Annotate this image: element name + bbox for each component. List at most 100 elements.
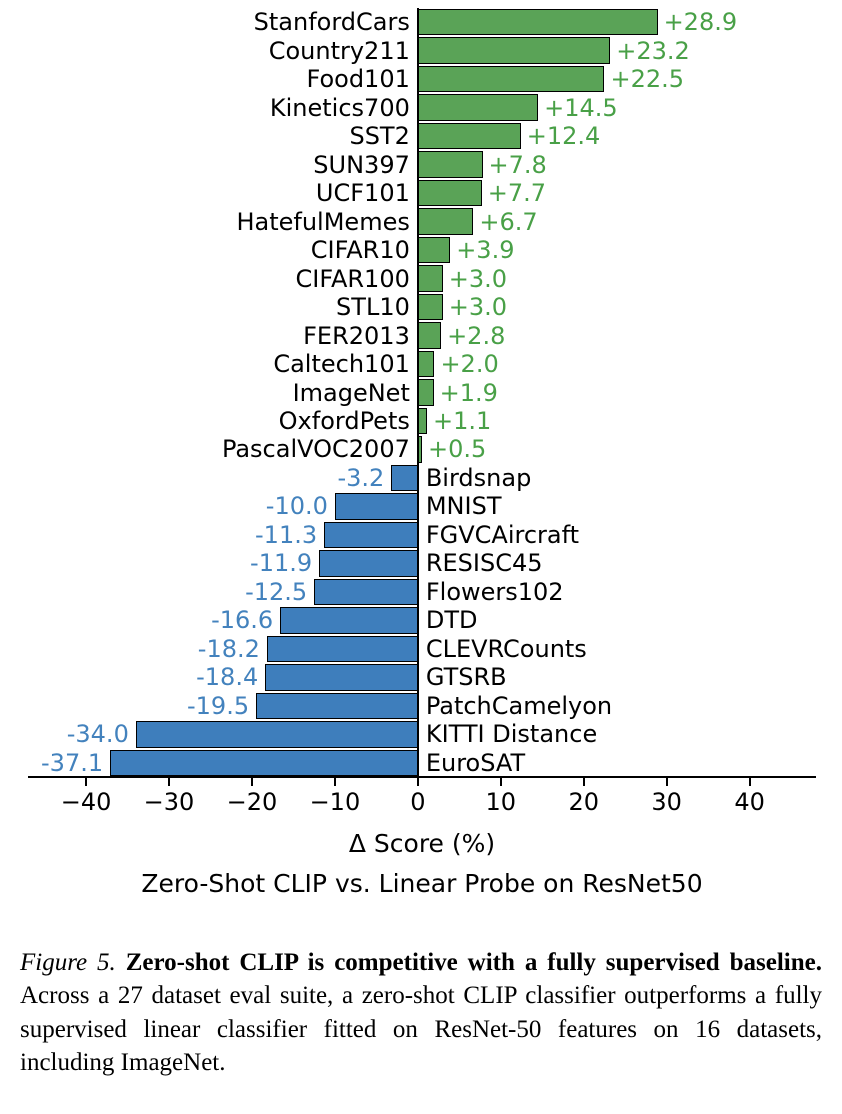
dataset-label-cifar10: CIFAR10 — [310, 236, 410, 265]
dataset-label-fer2013: FER2013 — [303, 321, 410, 350]
x-tick-30 — [665, 778, 668, 786]
dataset-label-eurosat: EuroSAT — [425, 748, 526, 777]
value-label-clevrcounts: -18.2 — [197, 634, 260, 663]
bar-clevrcounts — [266, 635, 418, 663]
caption-body-text: Across a 27 dataset eval suite, a zero-s… — [20, 982, 822, 1076]
dataset-label-stanfordcars: StanfordCars — [253, 8, 410, 37]
dataset-label-imagenet: ImageNet — [292, 378, 410, 407]
dataset-label-ucf101: UCF101 — [315, 179, 410, 208]
value-label-sun397: +7.8 — [488, 150, 547, 179]
dataset-label-patchcamelyon: PatchCamelyon — [425, 691, 613, 720]
x-tick-label-0: 0 — [410, 788, 426, 816]
dataset-label-birdsnap: Birdsnap — [425, 463, 532, 492]
dataset-label-mnist: MNIST — [425, 492, 502, 521]
value-label-kitti-distance: -34.0 — [66, 720, 129, 749]
x-tick-label--40: −40 — [60, 788, 112, 816]
figure-label: Figure 5. — [20, 949, 116, 976]
x-tick-label-10: 10 — [485, 788, 517, 816]
bar-patchcamelyon — [256, 692, 418, 720]
caption-bold-text: Zero-shot CLIP is competitive with a ful… — [125, 949, 822, 976]
bar-imagenet — [417, 379, 434, 406]
bar-sst2 — [417, 122, 521, 150]
bar-resisc45 — [319, 550, 418, 577]
value-label-country211: +23.2 — [616, 36, 690, 65]
value-label-pascalvoc2007: +0.5 — [428, 435, 487, 464]
value-label-cifar10: +3.9 — [456, 236, 515, 265]
dataset-label-flowers102: Flowers102 — [425, 577, 564, 606]
dataset-label-cifar100: CIFAR100 — [295, 264, 410, 293]
value-label-hatefulmemes: +6.7 — [479, 207, 538, 236]
x-tick-0 — [416, 778, 419, 786]
bar-sun397 — [417, 151, 483, 178]
bar-hatefulmemes — [417, 208, 474, 235]
dataset-label-clevrcounts: CLEVRCounts — [425, 634, 587, 663]
dataset-label-hatefulmemes: HatefulMemes — [236, 207, 410, 236]
bar-oxfordpets — [417, 407, 427, 435]
value-label-stl10: +3.0 — [448, 293, 508, 322]
dataset-label-resisc45: RESISC45 — [425, 549, 543, 578]
bar-fgvcaircraft — [324, 521, 418, 549]
dataset-label-food101: Food101 — [306, 65, 410, 94]
dataset-label-fgvcaircraft: FGVCAircraft — [425, 520, 580, 549]
bar-cifar10 — [417, 236, 451, 264]
x-tick--30 — [168, 778, 170, 786]
value-label-kinetics700: +14.5 — [544, 93, 618, 122]
value-label-gtsrb: -18.4 — [196, 663, 259, 692]
value-label-fgvcaircraft: -11.3 — [255, 520, 318, 549]
x-tick-label-30: 30 — [651, 788, 682, 816]
bar-mnist — [334, 493, 418, 520]
value-label-food101: +22.5 — [610, 65, 685, 94]
chart-subtitle: Zero-Shot CLIP vs. Linear Probe on ResNe… — [141, 869, 703, 898]
bar-stl10 — [417, 293, 443, 321]
value-label-flowers102: -12.5 — [245, 577, 308, 606]
value-label-mnist: -10.0 — [265, 492, 328, 521]
x-tick-40 — [748, 778, 751, 786]
figure-caption: Figure 5. Zero-shot CLIP is competitive … — [20, 946, 822, 1079]
bar-fer2013 — [417, 322, 442, 349]
x-tick-label-20: 20 — [568, 788, 600, 816]
bar-kinetics700 — [417, 94, 539, 121]
dataset-label-gtsrb: GTSRB — [425, 663, 507, 692]
x-tick-label--20: −20 — [226, 788, 278, 816]
x-tick-label--30: −30 — [143, 788, 195, 816]
bar-ucf101 — [417, 179, 482, 207]
x-tick-10 — [499, 778, 502, 786]
dataset-label-stl10: STL10 — [336, 293, 410, 322]
dataset-label-dtd: DTD — [425, 606, 478, 635]
x-axis-line — [28, 776, 816, 778]
dataset-label-sun397: SUN397 — [313, 150, 410, 179]
zero-axis-line — [416, 8, 419, 777]
bar-cifar100 — [417, 265, 443, 292]
dataset-label-caltech101: Caltech101 — [273, 350, 410, 379]
dataset-label-sst2: SST2 — [349, 122, 410, 151]
dataset-label-country211: Country211 — [268, 36, 410, 65]
dataset-label-oxfordpets: OxfordPets — [278, 406, 410, 435]
value-label-cifar100: +3.0 — [448, 264, 508, 293]
bar-stanfordcars — [417, 9, 658, 36]
value-label-dtd: -16.6 — [211, 606, 274, 635]
bar-eurosat — [110, 749, 418, 776]
value-label-resisc45: -11.9 — [250, 549, 313, 578]
bar-food101 — [417, 65, 605, 93]
x-axis-label: Δ Score (%) — [348, 829, 496, 858]
bar-country211 — [417, 37, 611, 64]
value-label-stanfordcars: +28.9 — [663, 8, 738, 37]
delta-score-bar-chart: StanfordCars +28.9 Country211 +23.2 Food101 +… — [28, 8, 816, 898]
bar-kitti-distance — [135, 721, 418, 748]
dataset-label-pascalvoc2007: PascalVOC2007 — [221, 435, 410, 464]
bar-birdsnap — [391, 464, 418, 492]
value-label-imagenet: +1.9 — [439, 378, 498, 407]
x-tick--40 — [85, 778, 88, 786]
bar-gtsrb — [265, 664, 418, 691]
bar-dtd — [280, 607, 418, 634]
value-label-oxfordpets: +1.1 — [432, 406, 492, 435]
value-label-caltech101: +2.0 — [440, 350, 499, 379]
x-tick--20 — [250, 778, 253, 786]
value-label-birdsnap: -3.2 — [337, 463, 385, 492]
bar-caltech101 — [417, 350, 435, 378]
x-tick-label--10: −10 — [309, 788, 361, 816]
x-tick-20 — [582, 778, 585, 786]
value-label-sst2: +12.4 — [526, 122, 601, 151]
value-label-patchcamelyon: -19.5 — [187, 691, 250, 720]
